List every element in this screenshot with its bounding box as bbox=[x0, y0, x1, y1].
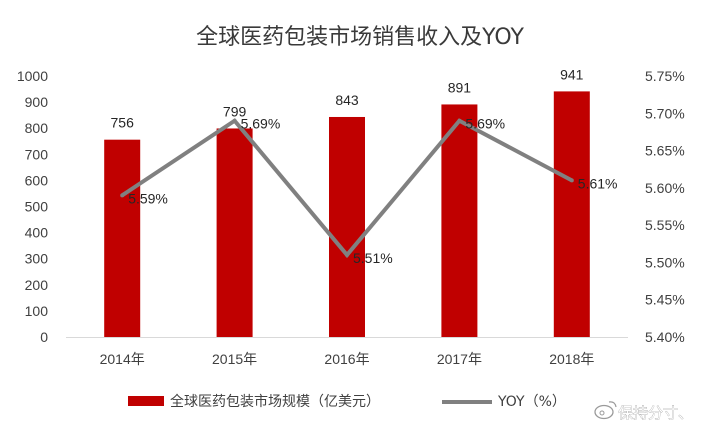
y-right-tick-label: 5.55% bbox=[645, 217, 685, 233]
y-left-tick-label: 200 bbox=[25, 277, 49, 293]
weibo-logo-icon bbox=[594, 401, 617, 420]
yoy-point bbox=[457, 118, 462, 123]
yoy-point bbox=[232, 118, 237, 123]
chart-title: 全球医药包装市场销售收入及YOY bbox=[196, 25, 524, 50]
x-tick-label: 2017年 bbox=[437, 351, 482, 367]
y-left-tick-label: 1000 bbox=[17, 68, 48, 84]
weibo-logo-arc bbox=[608, 401, 617, 408]
bar bbox=[441, 104, 478, 337]
bar bbox=[329, 116, 365, 338]
legend-line-label: YOY（%） bbox=[497, 394, 566, 410]
bar bbox=[553, 91, 590, 337]
y-left-tick-label: 900 bbox=[25, 94, 49, 110]
yoy-data-label: 5.51% bbox=[353, 250, 393, 266]
y-right-tick-label: 5.40% bbox=[645, 329, 685, 345]
bar bbox=[104, 139, 141, 337]
y-left-tick-label: 500 bbox=[25, 199, 49, 215]
y-right-tick-label: 5.60% bbox=[645, 180, 685, 196]
x-tick-label: 2014年 bbox=[100, 351, 145, 367]
yoy-point bbox=[569, 178, 574, 183]
y-left-tick-label: 300 bbox=[25, 251, 49, 267]
y-right-tick-label: 5.75% bbox=[645, 68, 685, 84]
y-left-tick-label: 800 bbox=[25, 120, 49, 136]
y-right-tick-label: 5.45% bbox=[645, 292, 685, 308]
bar-data-label: 941 bbox=[560, 66, 584, 82]
yoy-data-label: 5.61% bbox=[578, 175, 618, 191]
yoy-data-label: 5.69% bbox=[465, 116, 505, 132]
x-tick-label: 2018年 bbox=[549, 351, 594, 367]
yoy-data-label: 5.59% bbox=[128, 190, 168, 206]
watermark-text: 保持分寸、 bbox=[618, 404, 693, 422]
y-right-tick-label: 5.50% bbox=[645, 254, 685, 270]
yoy-point bbox=[120, 193, 125, 198]
bar-data-label: 843 bbox=[335, 92, 359, 108]
legend-bar-swatch bbox=[128, 396, 164, 406]
x-tick-label: 2015年 bbox=[212, 351, 257, 367]
plot-area: 0 100 200 300 400 500 600 700 800 900 1000 5.40% 5.4… bbox=[17, 66, 685, 367]
bar-data-label: 891 bbox=[448, 79, 472, 95]
y-left-tick-label: 400 bbox=[25, 225, 49, 241]
y-left-tick-label: 600 bbox=[25, 172, 49, 188]
y-right-tick-label: 5.65% bbox=[645, 143, 685, 159]
y-left-tick-label: 100 bbox=[25, 303, 49, 319]
watermark: 保持分寸、 bbox=[594, 401, 693, 422]
weibo-logo-body bbox=[594, 404, 614, 420]
bar-data-label: 756 bbox=[111, 115, 135, 131]
y-left-tick-label: 700 bbox=[25, 146, 49, 162]
yoy-point bbox=[345, 252, 349, 257]
y-right-tick-label: 5.70% bbox=[645, 105, 685, 121]
bar bbox=[216, 128, 253, 337]
bar-data-label: 799 bbox=[223, 103, 247, 119]
yoy-data-label: 5.69% bbox=[241, 116, 281, 132]
weibo-logo-eye bbox=[599, 410, 605, 416]
x-tick-label: 2016年 bbox=[324, 351, 369, 367]
legend-bar-label: 全球医药包装市场规模（亿美元） bbox=[170, 393, 380, 410]
legend: 全球医药包装市场规模（亿美元） YOY（%） bbox=[128, 393, 566, 410]
y-left-tick-label: 0 bbox=[40, 329, 48, 345]
